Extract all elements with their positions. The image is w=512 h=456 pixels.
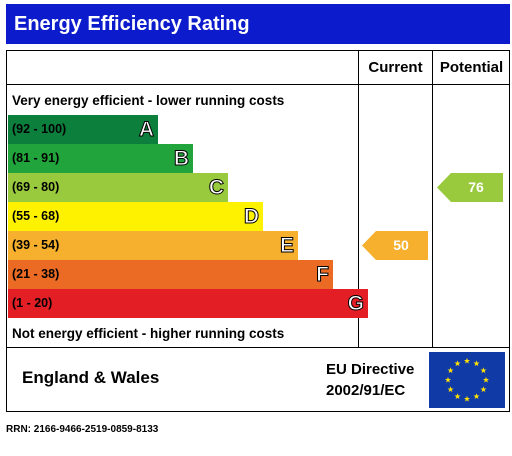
band-letter: E	[279, 234, 294, 258]
directive-line-2: 2002/91/EC	[326, 382, 406, 399]
bottom-caption: Not energy efficient - higher running co…	[12, 326, 285, 341]
eu-star-icon	[454, 393, 461, 400]
eu-star-icon	[482, 376, 490, 383]
band-range: (55 - 68)	[12, 209, 60, 223]
band-range: (21 - 38)	[12, 267, 60, 281]
directive-line-1: EU Directive	[326, 361, 415, 378]
band-range: (39 - 54)	[12, 238, 60, 252]
band-range: (81 - 91)	[12, 151, 60, 165]
current-column-divider	[358, 50, 359, 348]
eu-star-icon	[463, 357, 471, 364]
eu-star-icon	[447, 367, 454, 374]
eu-star-icon	[480, 386, 487, 393]
eu-star-icon	[480, 367, 487, 374]
band-b: (81 - 91) B	[8, 144, 193, 173]
rating-frame	[6, 50, 510, 412]
potential-rating-value: 76	[468, 179, 484, 195]
rrn-reference: RRN: 2166-9466-2519-0859-8133	[6, 424, 159, 435]
current-rating-arrow: 50	[362, 231, 428, 260]
header-row-divider	[6, 84, 510, 85]
current-column-header: Current	[368, 59, 423, 76]
band-e: (39 - 54) E	[8, 231, 298, 260]
footer-divider	[6, 347, 510, 348]
band-letter: A	[138, 118, 154, 142]
eu-star-icon	[444, 376, 452, 383]
eu-star-icon	[463, 395, 471, 402]
band-g: (1 - 20) G	[8, 289, 368, 318]
eu-star-icon	[447, 386, 454, 393]
band-letter: B	[173, 147, 189, 171]
band-range: (92 - 100)	[12, 122, 67, 136]
band-d: (55 - 68) D	[8, 202, 263, 231]
potential-column-header: Potential	[439, 59, 504, 76]
eu-star-icon	[473, 393, 480, 400]
band-c: (69 - 80) C	[8, 173, 228, 202]
band-letter: D	[243, 205, 259, 229]
band-f: (21 - 38) F	[8, 260, 333, 289]
chart-title: Energy Efficiency Rating	[6, 4, 510, 44]
eu-star-icon	[454, 360, 461, 367]
band-letter: F	[316, 263, 330, 287]
band-range: (1 - 20)	[12, 296, 53, 310]
top-caption: Very energy efficient - lower running co…	[12, 93, 285, 108]
band-range: (69 - 80)	[12, 180, 60, 194]
eu-star-icon	[473, 360, 480, 367]
potential-column-divider	[432, 50, 433, 348]
current-rating-value: 50	[393, 237, 409, 253]
region-label: England & Wales	[22, 368, 160, 387]
eu-directive: EU Directive 2002/91/EC	[326, 359, 414, 401]
band-letter: C	[208, 176, 224, 200]
potential-rating-arrow: 76	[437, 173, 503, 202]
band-letter: G	[347, 292, 364, 316]
band-a: (92 - 100) A	[8, 115, 158, 144]
eu-flag-icon	[429, 352, 505, 408]
